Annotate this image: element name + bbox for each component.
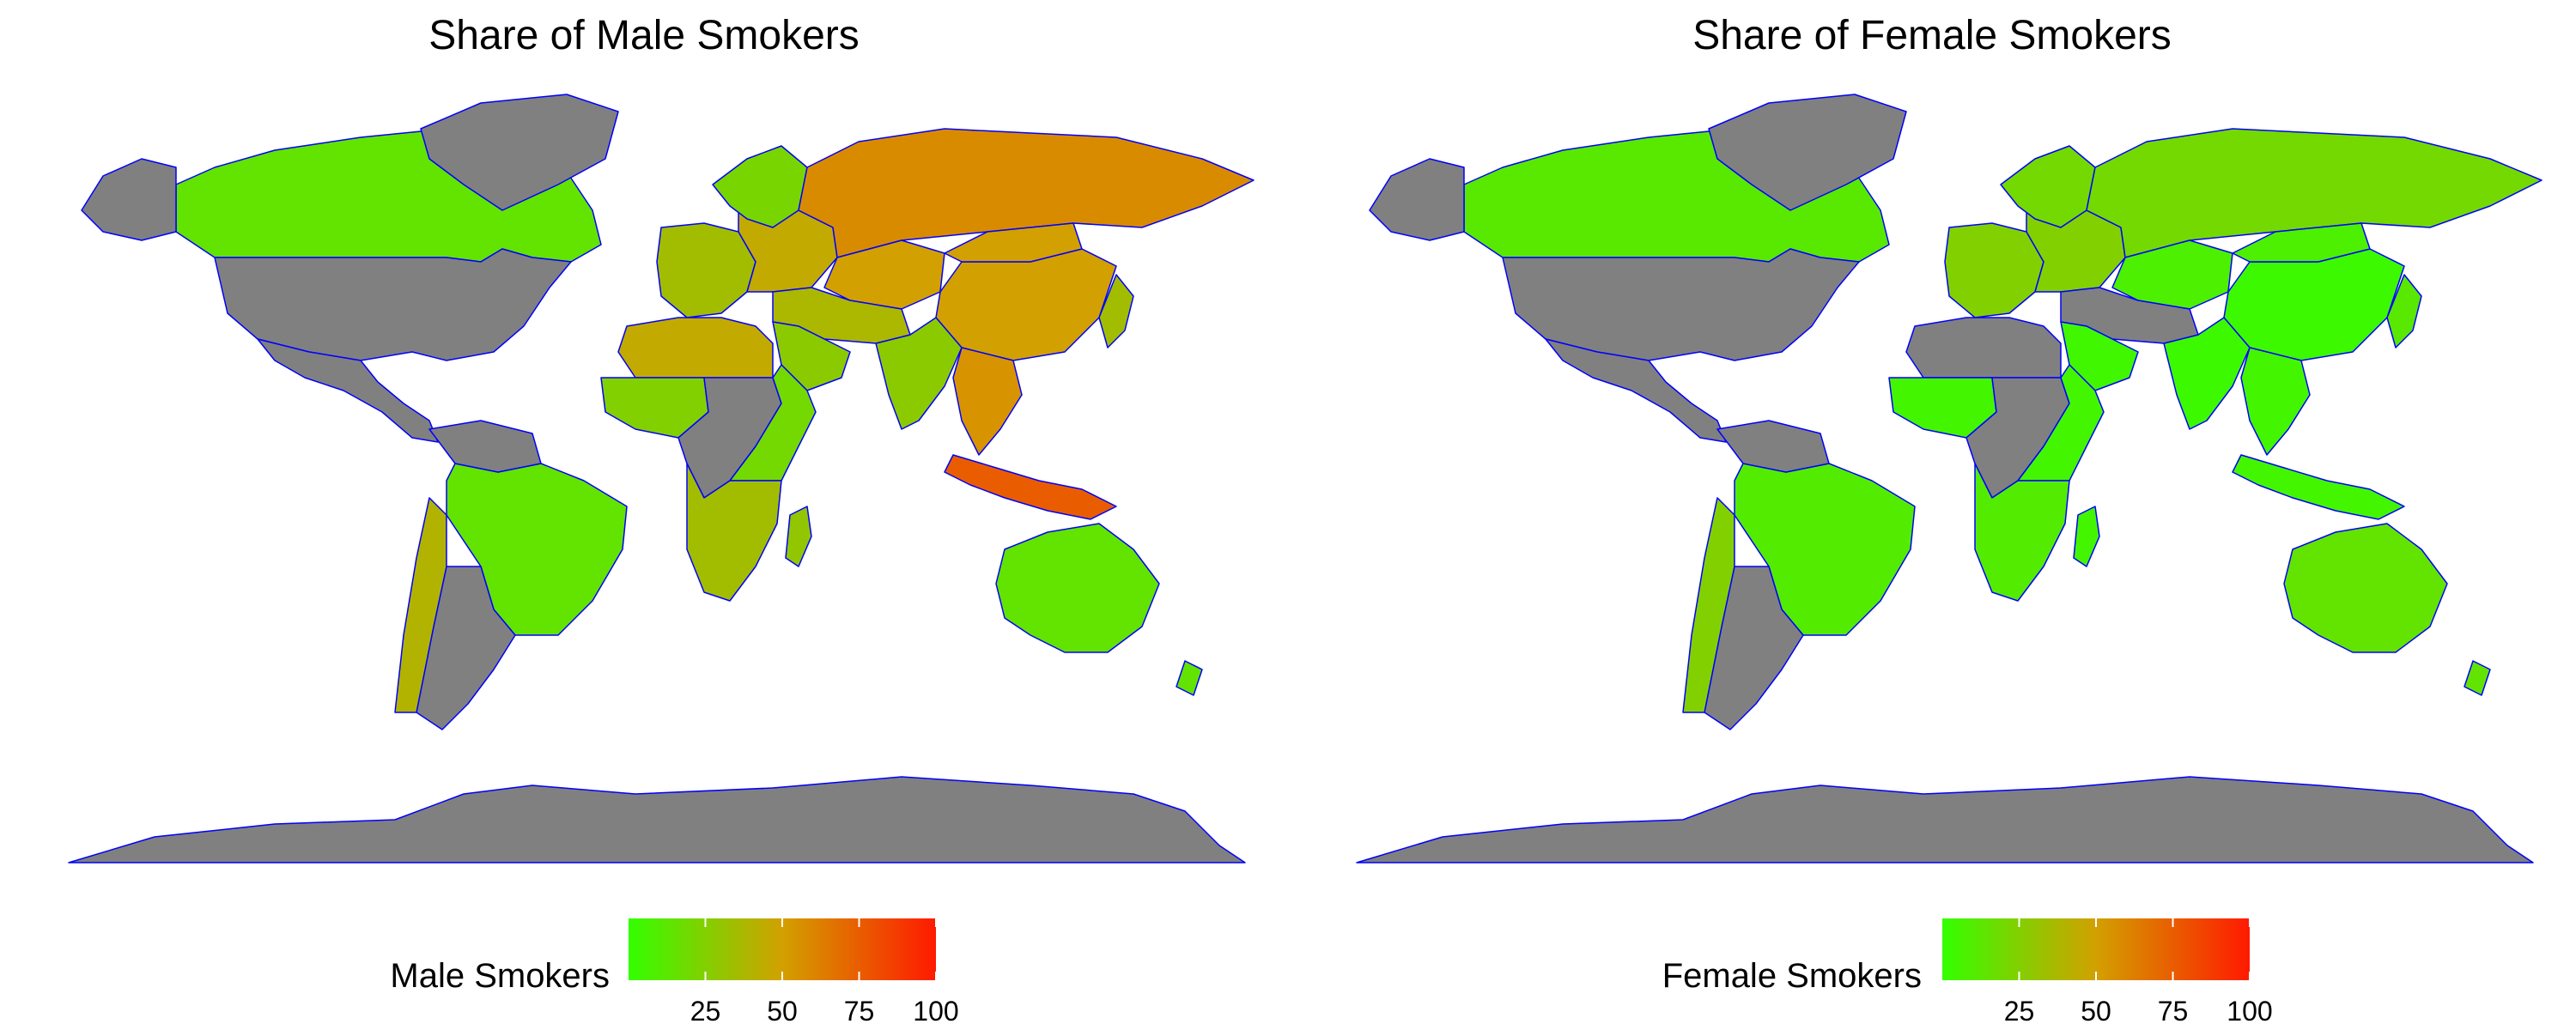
region-greenland (420, 94, 619, 211)
region-japan (1098, 274, 1134, 348)
region-india (2163, 317, 2251, 430)
region-greenland (1708, 94, 1907, 211)
region-alaska (81, 158, 177, 241)
male-legend-tick: 100 (913, 996, 959, 1027)
region-western-europe (656, 222, 756, 318)
region-venezuela-guyanas (428, 420, 542, 473)
female-legend-tick: 25 (2003, 996, 2035, 1027)
male-legend-tick: 50 (767, 996, 798, 1027)
region-madagascar (785, 506, 812, 567)
region-china (2223, 248, 2405, 361)
region-china (935, 248, 1117, 361)
male-legend-title: Male Smokers (390, 957, 610, 995)
region-mexico-central-america (257, 338, 439, 443)
region-chile (1682, 497, 1735, 713)
male-legend-ticks: 25 50 75 100 (629, 996, 989, 1030)
female-smokers-panel: Share of Female Smokers Female Smokers 2… (1288, 0, 2576, 1030)
female-legend-colorbar (1942, 918, 2250, 980)
male-legend-tick: 75 (843, 996, 875, 1027)
region-north-africa (617, 317, 774, 379)
region-brazil (446, 463, 628, 636)
region-mongolia (944, 222, 1083, 263)
region-australia (2283, 523, 2448, 653)
region-southeast-asia (2240, 347, 2311, 456)
region-mongolia (2232, 222, 2371, 263)
male-smokers-map (68, 94, 1255, 863)
region-india (875, 317, 963, 430)
region-madagascar (2073, 506, 2100, 567)
region-antarctica (1356, 776, 2534, 863)
female-legend-ticks: 25 50 75 100 (1942, 996, 2303, 1030)
female-legend-tick: 50 (2081, 996, 2111, 1027)
male-smokers-panel: Share of Male Smokers Male Smokers 25 50… (68, 13, 1255, 1030)
region-southeast-asia (952, 347, 1023, 456)
region-north-africa (1905, 317, 2062, 379)
region-southern-africa (686, 463, 782, 602)
region-antarctica (68, 776, 1246, 863)
region-southern-africa (1974, 463, 2070, 602)
region-kazakhstan-central-asia (2111, 239, 2233, 310)
region-chile (394, 497, 447, 713)
region-new-zealand (2464, 660, 2491, 696)
male-legend-tick: 25 (690, 996, 721, 1027)
region-indonesia (944, 454, 1117, 520)
female-smokers-map (1356, 94, 2543, 863)
region-indonesia (2232, 454, 2405, 520)
region-alaska (1369, 158, 1465, 241)
female-map-title: Share of Female Smokers (1692, 13, 2172, 58)
colorbar-gradient (629, 918, 936, 980)
region-new-zealand (1176, 660, 1203, 696)
female-legend-tick: 75 (2157, 996, 2189, 1027)
region-western-europe (1944, 222, 2044, 318)
region-australia (995, 523, 1160, 653)
region-kazakhstan-central-asia (823, 239, 945, 310)
male-map-title: Share of Male Smokers (428, 13, 860, 58)
region-japan (2386, 274, 2422, 348)
male-legend-colorbar (629, 918, 936, 980)
region-venezuela-guyanas (1716, 420, 1830, 473)
colorbar-gradient (1942, 918, 2250, 980)
female-legend-tick: 100 (2227, 996, 2273, 1027)
region-brazil (1734, 463, 1916, 636)
female-legend-title: Female Smokers (1662, 957, 1922, 995)
region-mexico-central-america (1545, 338, 1727, 443)
